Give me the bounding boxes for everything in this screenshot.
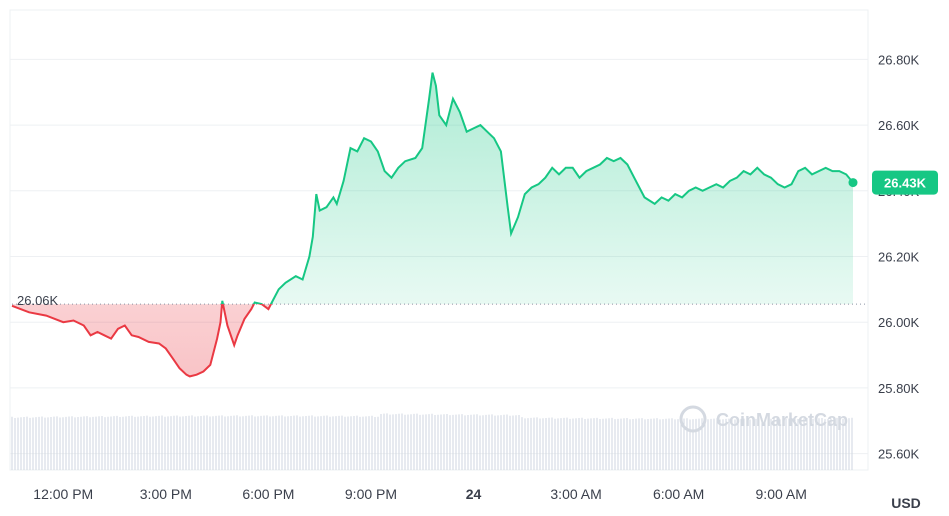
- x-axis: 12:00 PM 3:00 PM 6:00 PM 9:00 PM 24 3:00 AM 6:…: [33, 486, 807, 502]
- x-tick-label-2: 6:00 PM: [242, 486, 294, 502]
- series-line-up: [221, 72, 854, 305]
- y-tick-label-4: 26.00K: [878, 315, 920, 330]
- plot-frame: [9, 9, 869, 471]
- price-area: [12, 72, 853, 377]
- area-below-baseline: [12, 304, 271, 377]
- series-line-down: [11, 304, 273, 378]
- x-tick-label-0: 12:00 PM: [33, 486, 93, 502]
- x-tick-label-6: 6:00 AM: [653, 486, 704, 502]
- x-tick-label-3: 9:00 PM: [345, 486, 397, 502]
- y-tick-label-5: 25.80K: [878, 381, 920, 396]
- y-tick-label-0: 26.80K: [878, 52, 920, 67]
- current-price-label: 26.43K: [884, 176, 927, 191]
- x-tick-label-7: 9:00 AM: [756, 486, 807, 502]
- volume-bars: [11, 413, 853, 470]
- y-tick-label-6: 25.60K: [878, 447, 920, 462]
- coinmarketcap-logo-icon: [679, 405, 707, 433]
- y-tick-label-3: 26.20K: [878, 249, 920, 264]
- price-line: [11, 72, 854, 378]
- area-above-baseline: [12, 72, 853, 305]
- currency-label: USD: [891, 495, 921, 511]
- watermark-text: CoinMarketCap: [716, 410, 848, 430]
- y-axis: 26.80K26.60K26.40K26.20K26.00K25.80K25.6…: [878, 52, 920, 461]
- x-tick-label-1: 3:00 PM: [140, 486, 192, 502]
- current-price-badge-bg: [872, 170, 938, 195]
- baseline-label: 26.06K: [17, 293, 59, 308]
- current-price-dot: [848, 178, 858, 188]
- x-tick-label-4: 24: [466, 486, 482, 502]
- x-tick-label-5: 3:00 AM: [550, 486, 601, 502]
- y-tick-label-1: 26.60K: [878, 118, 920, 133]
- watermark: CoinMarketCap: [679, 405, 848, 433]
- current-price-badge: 26.43K: [872, 170, 938, 195]
